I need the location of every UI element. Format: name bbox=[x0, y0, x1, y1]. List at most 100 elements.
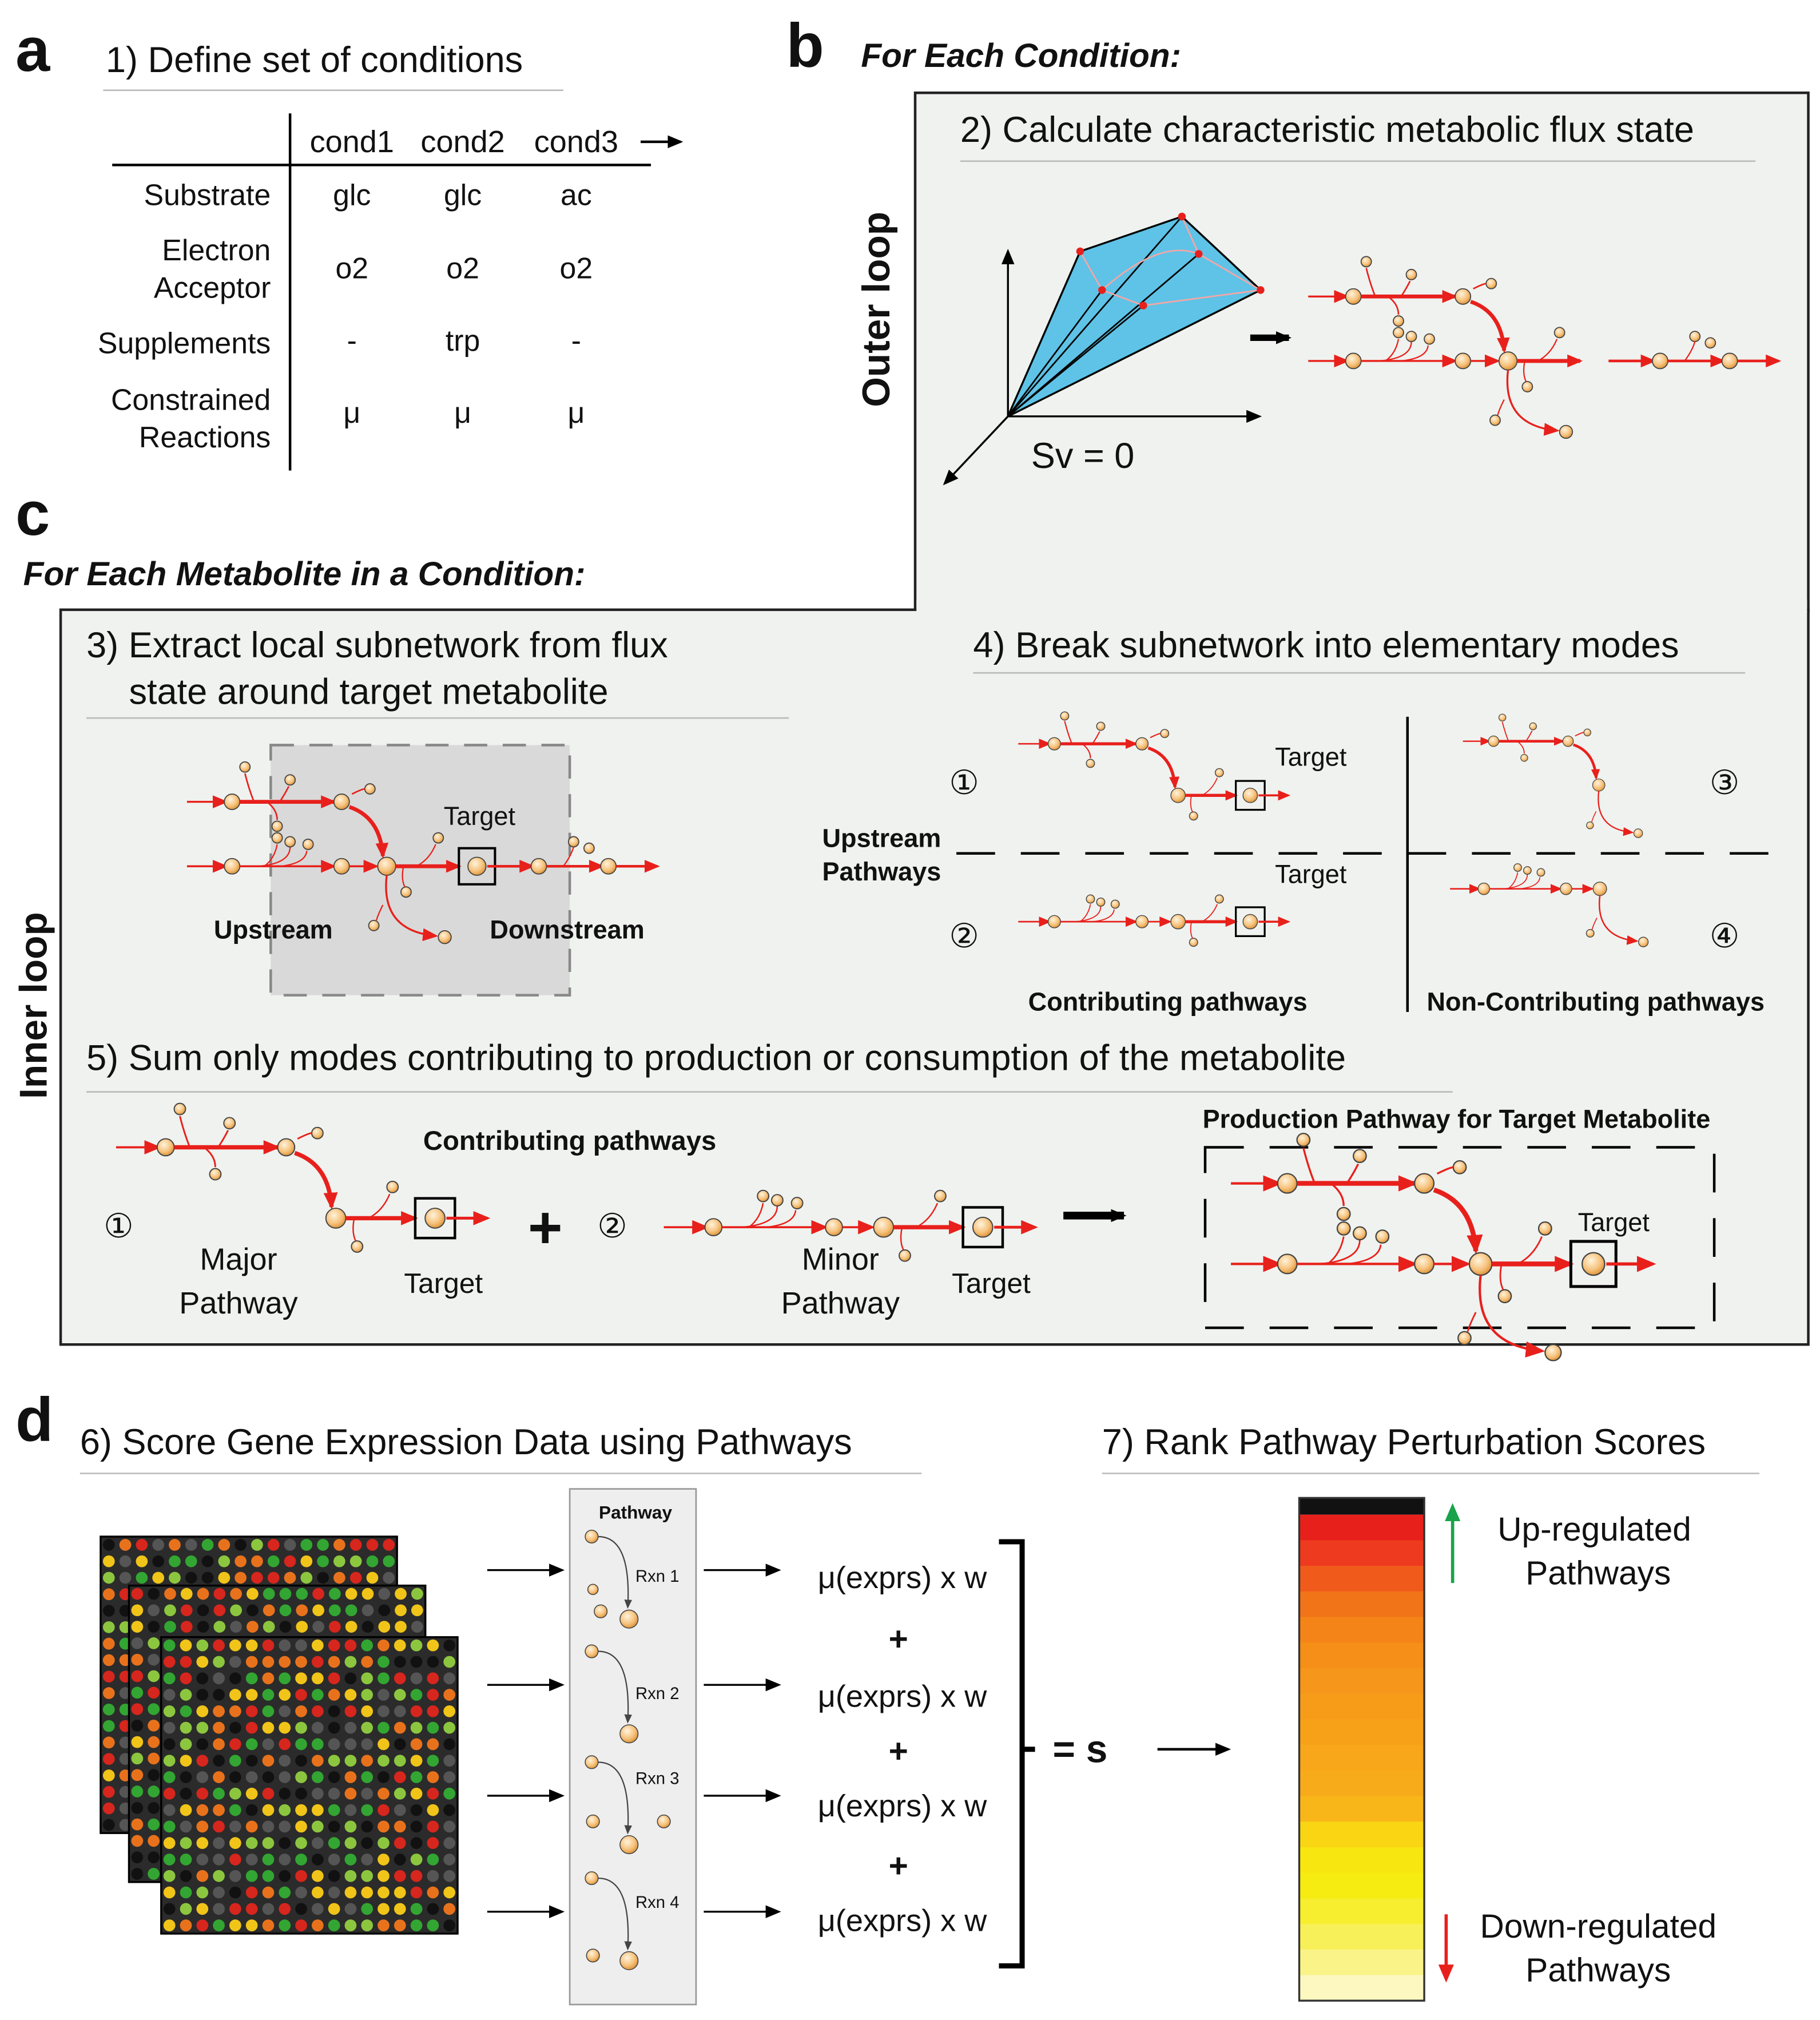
spot bbox=[410, 1820, 423, 1833]
label: Pathway bbox=[179, 1286, 297, 1320]
spot bbox=[394, 1919, 406, 1931]
spot bbox=[311, 1656, 324, 1668]
metabolite bbox=[1704, 337, 1716, 349]
mode-number: ① bbox=[949, 764, 979, 801]
reaction-label: Rxn 3 bbox=[635, 1769, 679, 1788]
spot bbox=[148, 1835, 160, 1847]
reaction bbox=[741, 1205, 778, 1228]
metabolite bbox=[302, 839, 314, 850]
spot bbox=[394, 1886, 406, 1899]
spot bbox=[443, 1721, 456, 1734]
spot bbox=[349, 1539, 362, 1551]
spot bbox=[235, 1555, 247, 1567]
label: Non-Contributing pathways bbox=[1427, 987, 1765, 1017]
spot bbox=[148, 1653, 160, 1666]
spot bbox=[361, 1604, 374, 1617]
spot bbox=[443, 1787, 456, 1800]
spot bbox=[394, 1870, 406, 1882]
spot bbox=[333, 1555, 345, 1567]
row-label: Supplements bbox=[98, 326, 271, 359]
reaction bbox=[1517, 1236, 1543, 1265]
title: 5) Sum only modes contributing to produc… bbox=[86, 1038, 1346, 1078]
result: = s bbox=[1053, 1728, 1108, 1771]
spot bbox=[279, 1721, 291, 1734]
reaction bbox=[294, 1150, 338, 1210]
spot bbox=[410, 1854, 423, 1866]
panel-label: d bbox=[15, 1385, 53, 1454]
rank-frame bbox=[1298, 1497, 1425, 2002]
spot bbox=[180, 1656, 192, 1668]
spot bbox=[229, 1656, 241, 1668]
spot bbox=[196, 1705, 209, 1717]
spot bbox=[229, 1804, 241, 1816]
spot bbox=[245, 1903, 258, 1915]
spot bbox=[247, 1604, 259, 1617]
spot bbox=[163, 1639, 176, 1652]
metabolite bbox=[583, 842, 595, 854]
spot bbox=[148, 1801, 160, 1814]
spot bbox=[328, 1755, 340, 1767]
spot bbox=[328, 1787, 340, 1800]
spot bbox=[279, 1854, 291, 1866]
loop-label: Inner loop bbox=[12, 912, 55, 1099]
label: Target bbox=[1275, 860, 1347, 889]
spot bbox=[262, 1656, 275, 1668]
reaction bbox=[1508, 872, 1519, 890]
metabolite bbox=[585, 1871, 599, 1886]
metabolite bbox=[271, 832, 283, 844]
metabolite bbox=[585, 1755, 599, 1769]
metabolite bbox=[1477, 882, 1491, 895]
metabolite bbox=[770, 1194, 784, 1207]
metabolite bbox=[1086, 759, 1095, 768]
spot bbox=[148, 1752, 160, 1765]
mode-number: ④ bbox=[1710, 918, 1740, 955]
reaction bbox=[1365, 268, 1376, 297]
spot bbox=[427, 1903, 439, 1915]
spot bbox=[279, 1738, 291, 1751]
metabolite bbox=[224, 793, 241, 811]
pathway-network bbox=[663, 1189, 1038, 1262]
cell: - bbox=[347, 324, 357, 357]
label: Target bbox=[1275, 742, 1347, 771]
spot bbox=[295, 1837, 307, 1850]
spot bbox=[443, 1639, 456, 1652]
spot bbox=[229, 1721, 241, 1734]
cell: trp bbox=[446, 324, 480, 357]
spot bbox=[131, 1686, 144, 1699]
spot bbox=[148, 1785, 160, 1797]
metabolite bbox=[1096, 721, 1106, 731]
spot bbox=[377, 1705, 390, 1717]
spot bbox=[328, 1689, 340, 1701]
metabolite bbox=[790, 1197, 804, 1209]
metabolite bbox=[1581, 1252, 1606, 1276]
spot bbox=[279, 1787, 291, 1800]
reaction bbox=[179, 1116, 191, 1148]
plus: + bbox=[889, 1732, 908, 1769]
cell: μ bbox=[454, 396, 471, 429]
spot bbox=[377, 1771, 390, 1783]
spot bbox=[361, 1689, 373, 1701]
spot bbox=[164, 1588, 176, 1600]
spot bbox=[245, 1787, 258, 1800]
spot bbox=[213, 1656, 225, 1668]
metabolite bbox=[1393, 327, 1404, 339]
metabolite bbox=[1553, 327, 1565, 339]
spot bbox=[377, 1689, 390, 1701]
metabolite bbox=[424, 1208, 446, 1229]
spot bbox=[328, 1886, 340, 1899]
spot bbox=[410, 1672, 423, 1685]
spot bbox=[443, 1804, 456, 1816]
spot bbox=[163, 1804, 176, 1816]
spot bbox=[344, 1886, 357, 1899]
spot bbox=[378, 1604, 391, 1617]
spot bbox=[377, 1755, 390, 1767]
reaction bbox=[1082, 743, 1091, 759]
spot bbox=[377, 1656, 390, 1668]
spot bbox=[345, 1604, 357, 1617]
spot bbox=[131, 1719, 144, 1732]
reaction bbox=[402, 866, 406, 887]
rank-band bbox=[1299, 1821, 1425, 1848]
metabolite bbox=[594, 1604, 608, 1618]
spot bbox=[344, 1787, 357, 1800]
spot bbox=[377, 1721, 390, 1734]
